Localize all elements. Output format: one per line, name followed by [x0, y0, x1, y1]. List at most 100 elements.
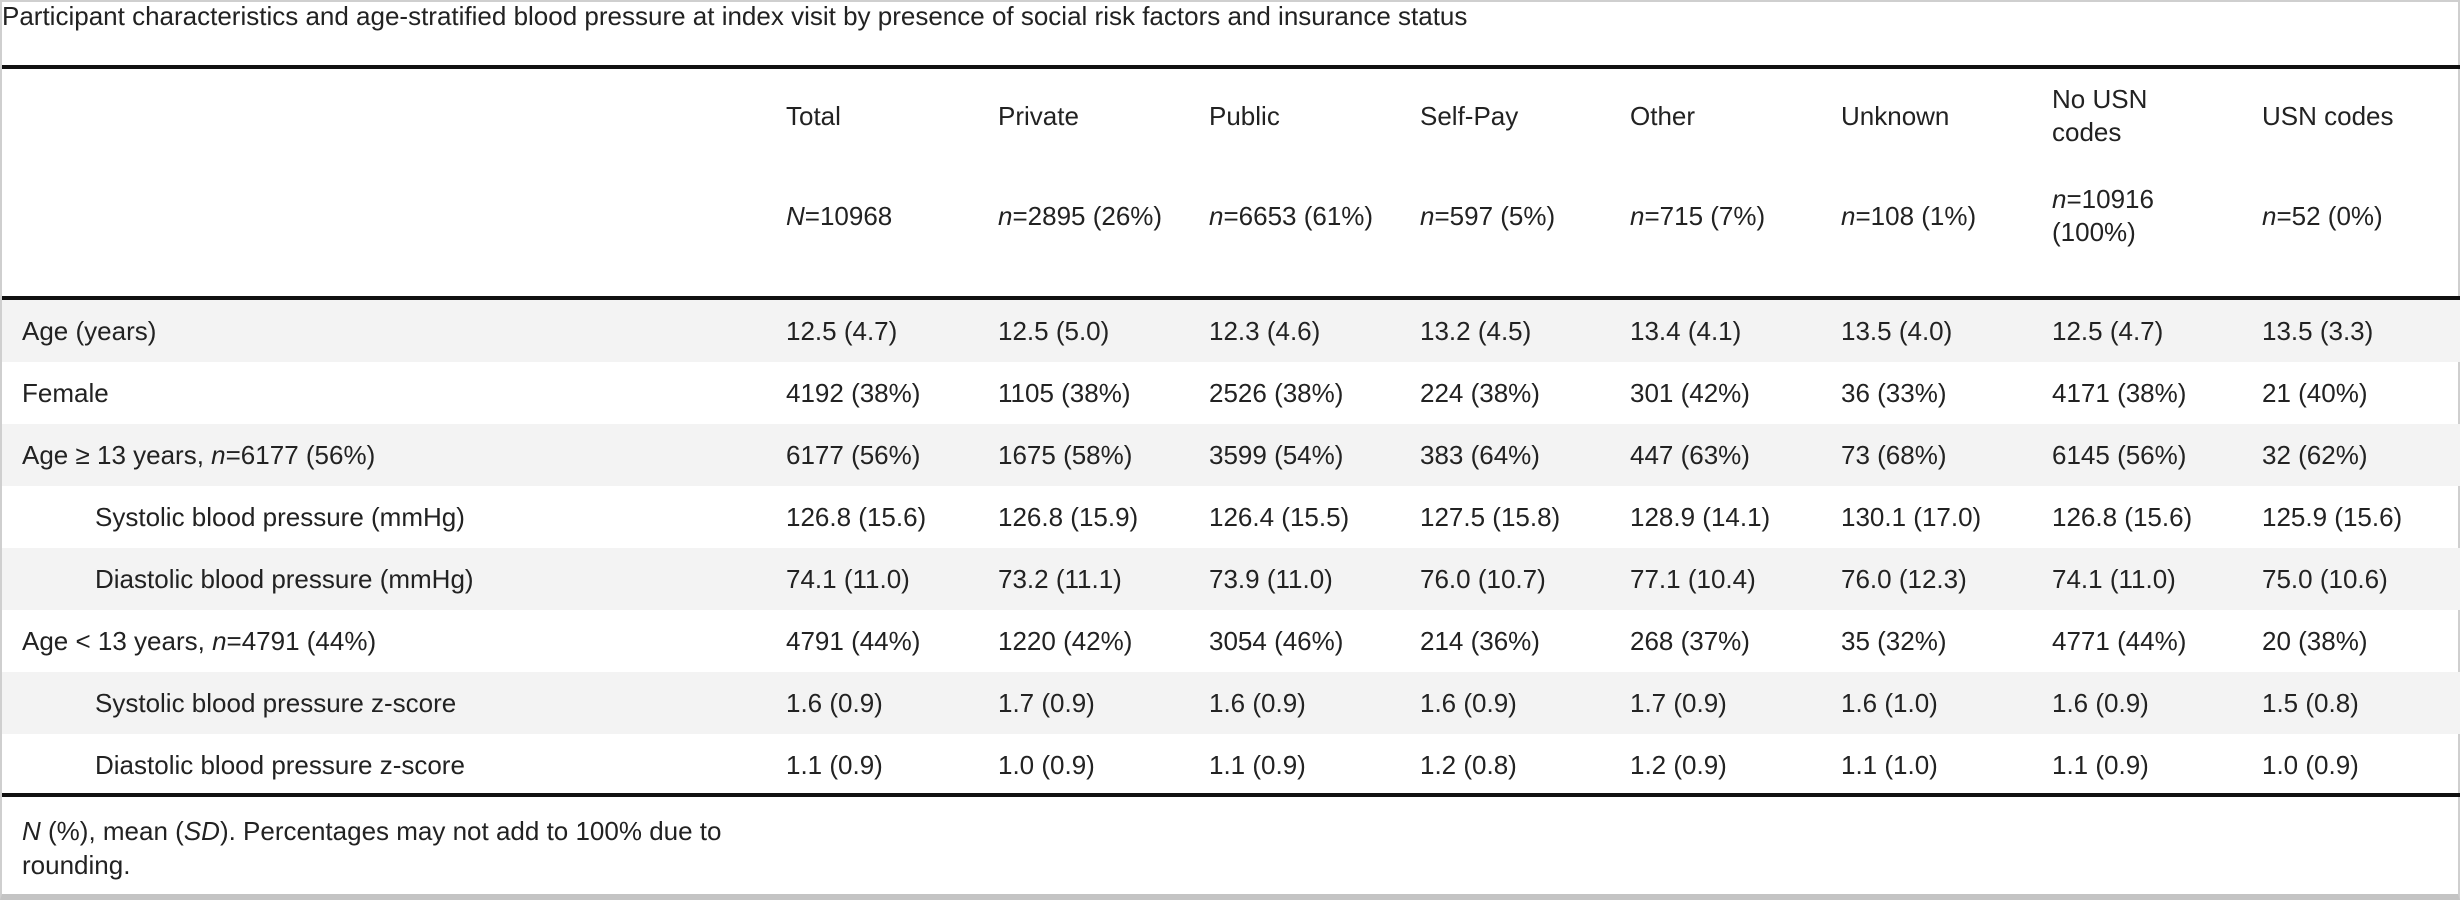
- table-cell: 1.0 (0.9): [998, 750, 1095, 780]
- row-label: Age (years): [22, 316, 157, 346]
- table-cell: 1105 (38%): [998, 378, 1131, 408]
- table-cell: 13.4 (4.1): [1630, 316, 1742, 346]
- column-count-private: n=2895 (26%): [998, 201, 1163, 231]
- table-cell: 32 (62%): [2262, 440, 2368, 470]
- column-count-usn-codes: n=52 (0%): [2262, 201, 2383, 231]
- table-cell: 76.0 (10.7): [1420, 564, 1546, 594]
- table-cell: 2526 (38%): [1209, 378, 1344, 408]
- row-label: Diastolic blood pressure z-score: [95, 750, 465, 780]
- row-label: Diastolic blood pressure (mmHg): [95, 564, 474, 594]
- table-cell: 73.9 (11.0): [1209, 564, 1333, 594]
- column-count-other: n=715 (7%): [1630, 201, 1766, 231]
- row-label: Systolic blood pressure z-score: [95, 688, 457, 718]
- row-label: Systolic blood pressure (mmHg): [95, 502, 465, 532]
- column-header-usn-codes: USN codes: [2262, 101, 2394, 131]
- table-row-diastolic-mmhg: Diastolic blood pressure (mmHg) 74.1 (11…: [2, 548, 2460, 610]
- column-count-self-pay: n=597 (5%): [1420, 201, 1556, 231]
- table-cell: 447 (63%): [1630, 440, 1750, 470]
- table-cell: 4171 (38%): [2052, 378, 2187, 408]
- table-cell: 214 (36%): [1420, 626, 1540, 656]
- table-row-female: Female 4192 (38%) 1105 (38%) 2526 (38%) …: [2, 362, 2460, 424]
- table-cell: 1.1 (0.9): [2052, 750, 2149, 780]
- column-header-private: Private: [998, 101, 1079, 131]
- row-label: Age < 13 years, n=4791 (44%): [22, 626, 377, 656]
- table-row-systolic-z: Systolic blood pressure z-score 1.6 (0.9…: [2, 672, 2460, 734]
- table-cell: 6177 (56%): [786, 440, 921, 470]
- table-cell: 73 (68%): [1841, 440, 1947, 470]
- column-header-self-pay: Self-Pay: [1420, 101, 1519, 131]
- table-cell: 36 (33%): [1841, 378, 1947, 408]
- table-cell: 1.2 (0.8): [1420, 750, 1517, 780]
- table-cell: 383 (64%): [1420, 440, 1540, 470]
- table-row-age-years: Age (years) 12.5 (4.7) 12.5 (5.0) 12.3 (…: [2, 300, 2460, 362]
- table-cell: 75.0 (10.6): [2262, 564, 2388, 594]
- table-cell: 13.2 (4.5): [1420, 316, 1532, 346]
- table-cell: 4771 (44%): [2052, 626, 2187, 656]
- table-cell: 224 (38%): [1420, 378, 1540, 408]
- table-cell: 1.6 (0.9): [786, 688, 883, 718]
- table-cell: 3054 (46%): [1209, 626, 1344, 656]
- column-header-unknown: Unknown: [1841, 101, 1950, 131]
- row-label: Female: [22, 378, 109, 408]
- table-cell: 1.1 (1.0): [1841, 750, 1938, 780]
- table-cell: 6145 (56%): [2052, 440, 2187, 470]
- table-cell: 126.4 (15.5): [1209, 502, 1350, 532]
- table-row-diastolic-z: Diastolic blood pressure z-score 1.1 (0.…: [2, 734, 2460, 796]
- table-cell: 1.2 (0.9): [1630, 750, 1727, 780]
- table-cell: 1.0 (0.9): [2262, 750, 2359, 780]
- table-cell: 4192 (38%): [786, 378, 921, 408]
- table-cell: 4791 (44%): [786, 626, 921, 656]
- table-cell: 125.9 (15.6): [2262, 502, 2403, 532]
- table-cell: 20 (38%): [2262, 626, 2368, 656]
- table-cell: 74.1 (11.0): [2052, 564, 2176, 594]
- table-cell: 77.1 (10.4): [1630, 564, 1756, 594]
- table-cell: 12.5 (4.7): [786, 316, 898, 346]
- table-cell: 1.6 (0.9): [1420, 688, 1517, 718]
- table-cell: 76.0 (12.3): [1841, 564, 1967, 594]
- table-cell: 1.6 (1.0): [1841, 688, 1938, 718]
- table-cell: 126.8 (15.6): [786, 502, 927, 532]
- table-cell: 1.6 (0.9): [1209, 688, 1306, 718]
- table-cell: 12.3 (4.6): [1209, 316, 1321, 346]
- column-header-public: Public: [1209, 101, 1280, 131]
- table-cell: 1675 (58%): [998, 440, 1133, 470]
- table-cell: 13.5 (3.3): [2262, 316, 2374, 346]
- table-cell: 1220 (42%): [998, 626, 1133, 656]
- table-cell: 74.1 (11.0): [786, 564, 910, 594]
- table-cell: 130.1 (17.0): [1841, 502, 1982, 532]
- table-cell: 21 (40%): [2262, 378, 2368, 408]
- table-cell: 1.6 (0.9): [2052, 688, 2149, 718]
- table-cell: 1.7 (0.9): [998, 688, 1095, 718]
- table-cell: 35 (32%): [1841, 626, 1947, 656]
- table-cell: 128.9 (14.1): [1630, 502, 1771, 532]
- table-cell: 1.1 (0.9): [786, 750, 883, 780]
- column-count-total: N=10968: [786, 201, 893, 231]
- table-cell: 3599 (54%): [1209, 440, 1344, 470]
- header-rule: [2, 296, 2460, 300]
- top-rule: [2, 65, 2460, 69]
- table-cell: 73.2 (11.1): [998, 564, 1122, 594]
- bottom-rule: [2, 793, 2460, 797]
- table-cell: 301 (42%): [1630, 378, 1750, 408]
- table-cell: 1.1 (0.9): [1209, 750, 1306, 780]
- column-count-no-usn-codes: n=10916 (100%): [2052, 184, 2154, 247]
- table-cell: 1.5 (0.8): [2262, 688, 2359, 718]
- table-cell: 12.5 (4.7): [2052, 316, 2164, 346]
- table-row-age-under-13: Age < 13 years, n=4791 (44%) 4791 (44%) …: [2, 610, 2460, 672]
- table-cell: 13.5 (4.0): [1841, 316, 1953, 346]
- table-cell: 268 (37%): [1630, 626, 1750, 656]
- table-caption: Participant characteristics and age-stra…: [2, 1, 1468, 31]
- column-count-public: n=6653 (61%): [1209, 201, 1374, 231]
- column-header-other: Other: [1630, 101, 1696, 131]
- table-cell: 127.5 (15.8): [1420, 502, 1561, 532]
- table-row-age-13-plus: Age ≥ 13 years, n=6177 (56%) 6177 (56%) …: [2, 424, 2460, 486]
- column-count-unknown: n=108 (1%): [1841, 201, 1977, 231]
- row-label: Age ≥ 13 years, n=6177 (56%): [22, 440, 376, 470]
- table-cell: 126.8 (15.9): [998, 502, 1139, 532]
- table-cell: 12.5 (5.0): [998, 316, 1110, 346]
- column-header-total: Total: [786, 101, 841, 131]
- table-row-systolic-mmhg: Systolic blood pressure (mmHg) 126.8 (15…: [2, 486, 2460, 548]
- table-cell: 1.7 (0.9): [1630, 688, 1727, 718]
- column-header-no-usn-codes: No USN codes: [2052, 84, 2148, 147]
